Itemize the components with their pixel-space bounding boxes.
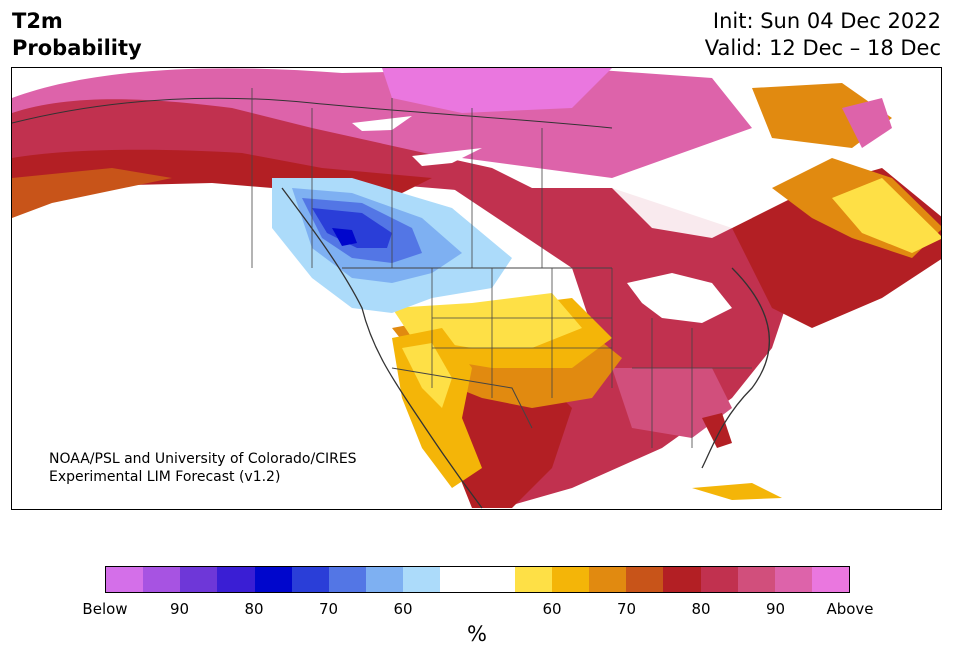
- region-60-cuba: [692, 483, 782, 500]
- colorbar-segment: [737, 567, 775, 592]
- colorbar-segment: [217, 567, 255, 592]
- colorbar-tick-label: 90: [169, 600, 190, 618]
- region-50-east: [832, 178, 941, 253]
- region-above-northeast: [842, 98, 892, 148]
- forecast-dates: Init: Sun 04 Dec 2022 Valid: 12 Dec – 18…: [705, 8, 941, 62]
- title-line-1: T2m: [12, 9, 63, 33]
- region-below-90-northwest: [312, 208, 392, 248]
- hudson-bay: [612, 178, 752, 238]
- region-below-core: [332, 228, 357, 246]
- colorbar-unit: %: [467, 622, 487, 646]
- region-80-west: [12, 99, 552, 198]
- region-60-west: [12, 168, 172, 218]
- colorbar-segment: [514, 567, 552, 592]
- map-graphic: [12, 68, 941, 509]
- colorbar-tick-label: 80: [691, 600, 711, 618]
- province-lines: [251, 88, 543, 268]
- colorbar-tick-label: 70: [616, 600, 637, 618]
- colorbar-segment: [403, 567, 441, 592]
- colorbar-segment: [440, 567, 478, 592]
- credit-line-2: Experimental LIM Forecast (v1.2): [49, 469, 281, 485]
- colorbar-segment: [700, 567, 738, 592]
- colorbar-segment: [551, 567, 590, 592]
- colorbar-segment: [106, 567, 144, 592]
- colorbar-tick-label: 80: [244, 600, 264, 618]
- region-90-southeast: [612, 368, 732, 438]
- colorbar-segment: [811, 567, 850, 592]
- great-lakes: [627, 273, 732, 323]
- colorbar-segment: [477, 567, 515, 592]
- lake-white-1: [352, 116, 412, 131]
- colorbar-segment: [626, 567, 664, 592]
- colorbar-segment: [366, 567, 404, 592]
- colorbar-segment: [328, 567, 367, 592]
- coastline-west: [281, 187, 483, 509]
- colorbar-segment: [254, 567, 292, 592]
- colorbar-tick-label: Above: [826, 600, 874, 618]
- region-above-top-north: [382, 68, 612, 113]
- colorbar-segment: [589, 567, 627, 592]
- region-50-southwest: [402, 343, 452, 408]
- colorbar-tick-label: 60: [393, 600, 413, 618]
- coastline-north: [12, 97, 613, 129]
- init-date: Init: Sun 04 Dec 2022: [712, 9, 941, 33]
- credit-line-1: NOAA/PSL and University of Colorado/CIRE…: [49, 451, 357, 467]
- colorbar-segment: [774, 567, 812, 592]
- probability-map: [11, 67, 942, 510]
- credit-text: NOAA/PSL and University of Colorado/CIRE…: [49, 450, 357, 486]
- state-lines: [431, 268, 752, 448]
- colorbar-segment: [663, 567, 701, 592]
- colorbar: [105, 566, 850, 593]
- valid-range: Valid: 12 Dec – 18 Dec: [704, 36, 941, 60]
- coastline-east: [701, 267, 771, 469]
- colorbar-segment: [291, 567, 329, 592]
- map-title: T2m Probability: [12, 8, 142, 62]
- colorbar-tick-label: Below: [82, 600, 128, 618]
- colorbar-tick-label: 90: [765, 600, 786, 618]
- colorbar-segment: [143, 567, 181, 592]
- colorbar-tick-label: 70: [318, 600, 339, 618]
- title-line-2: Probability: [12, 36, 142, 60]
- colorbar-segment: [180, 567, 218, 592]
- colorbar-tick-label: 60: [542, 600, 562, 618]
- lake-white-2: [412, 148, 482, 166]
- region-70-florida: [702, 413, 732, 448]
